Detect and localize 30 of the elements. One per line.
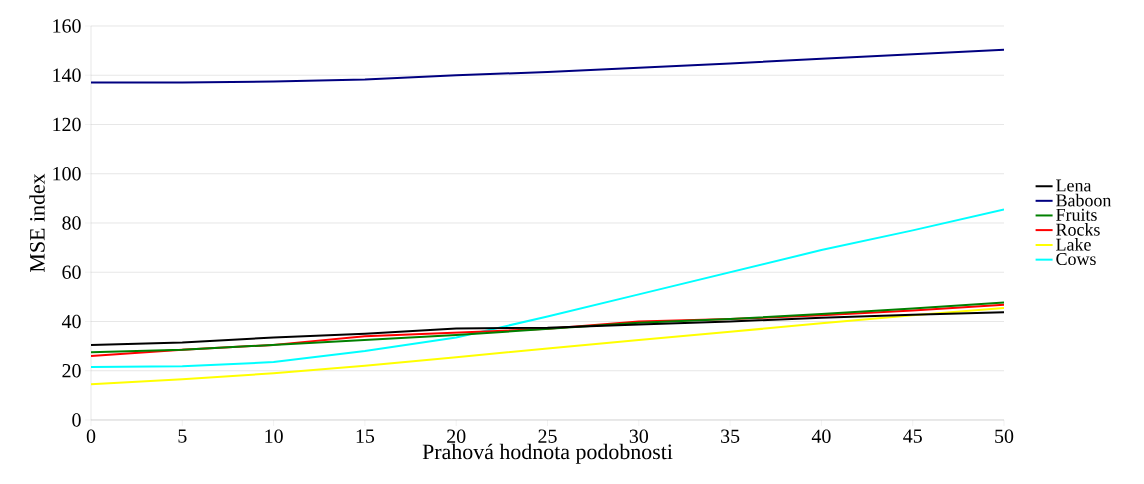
- y-tick-label: 140: [53, 68, 81, 82]
- x-tick-label: 30: [629, 429, 649, 443]
- line-series: [91, 311, 1005, 346]
- legend-label: Cows: [1056, 252, 1096, 266]
- x-tick-label: 40: [811, 429, 831, 443]
- x-tick-label: 20: [447, 429, 466, 443]
- x-tick-label: 35: [721, 429, 740, 443]
- legend-label: Rocks: [1056, 223, 1100, 236]
- x-tick-label: 25: [538, 429, 557, 443]
- legend-label: Baboon: [1056, 193, 1112, 207]
- y-tick-label: 120: [53, 117, 81, 132]
- x-tick-label: 10: [265, 429, 283, 443]
- y-tick-label: 0: [72, 413, 81, 427]
- y-tick-label: 40: [61, 314, 81, 329]
- y-tick-label: 20: [62, 364, 81, 378]
- x-tick-label: 45: [903, 429, 922, 443]
- y-tick-label: 80: [62, 216, 81, 230]
- legend-label: Fruits: [1056, 208, 1097, 221]
- x-tick-label: 0: [86, 429, 96, 443]
- legend-label: Lake: [1056, 238, 1091, 251]
- y-tick-label: 160: [53, 19, 81, 33]
- legend-label: Lena: [1056, 179, 1092, 192]
- x-axis-title: Prahová hodnota podobnosti: [422, 443, 673, 464]
- y-tick-label: 100: [53, 167, 81, 181]
- y-axis-title: MSE index: [29, 173, 45, 272]
- x-tick-label: 50: [995, 429, 1014, 443]
- y-tick-label: 60: [62, 265, 81, 279]
- x-tick-label: 5: [178, 429, 187, 443]
- line-series: [91, 306, 1005, 386]
- x-tick-label: 15: [356, 429, 375, 443]
